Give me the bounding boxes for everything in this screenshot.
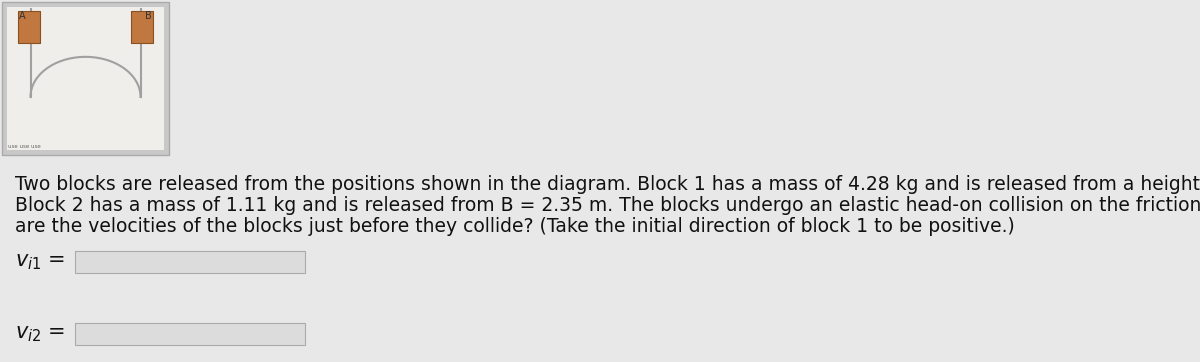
Text: are the velocities of the blocks just before they collide? (Take the initial dir: are the velocities of the blocks just be… [14, 217, 1015, 236]
Text: A: A [19, 11, 26, 21]
Bar [18, 11, 41, 43]
Bar [131, 11, 152, 43]
Text: Block 2 has a mass of 1.11 kg and is released from B = 2.35 m. The blocks underg: Block 2 has a mass of 1.11 kg and is rel… [14, 196, 1200, 215]
Text: use use use: use use use [8, 144, 41, 149]
Bar [7, 7, 164, 150]
Text: B: B [145, 11, 152, 21]
Bar [2, 2, 169, 155]
Text: Two blocks are released from the positions shown in the diagram. Block 1 has a m: Two blocks are released from the positio… [14, 175, 1200, 194]
Text: $v_{i2}$ =: $v_{i2}$ = [14, 324, 65, 344]
Bar [74, 251, 305, 273]
Text: $v_{i1}$ =: $v_{i1}$ = [14, 252, 65, 272]
Bar [74, 323, 305, 345]
